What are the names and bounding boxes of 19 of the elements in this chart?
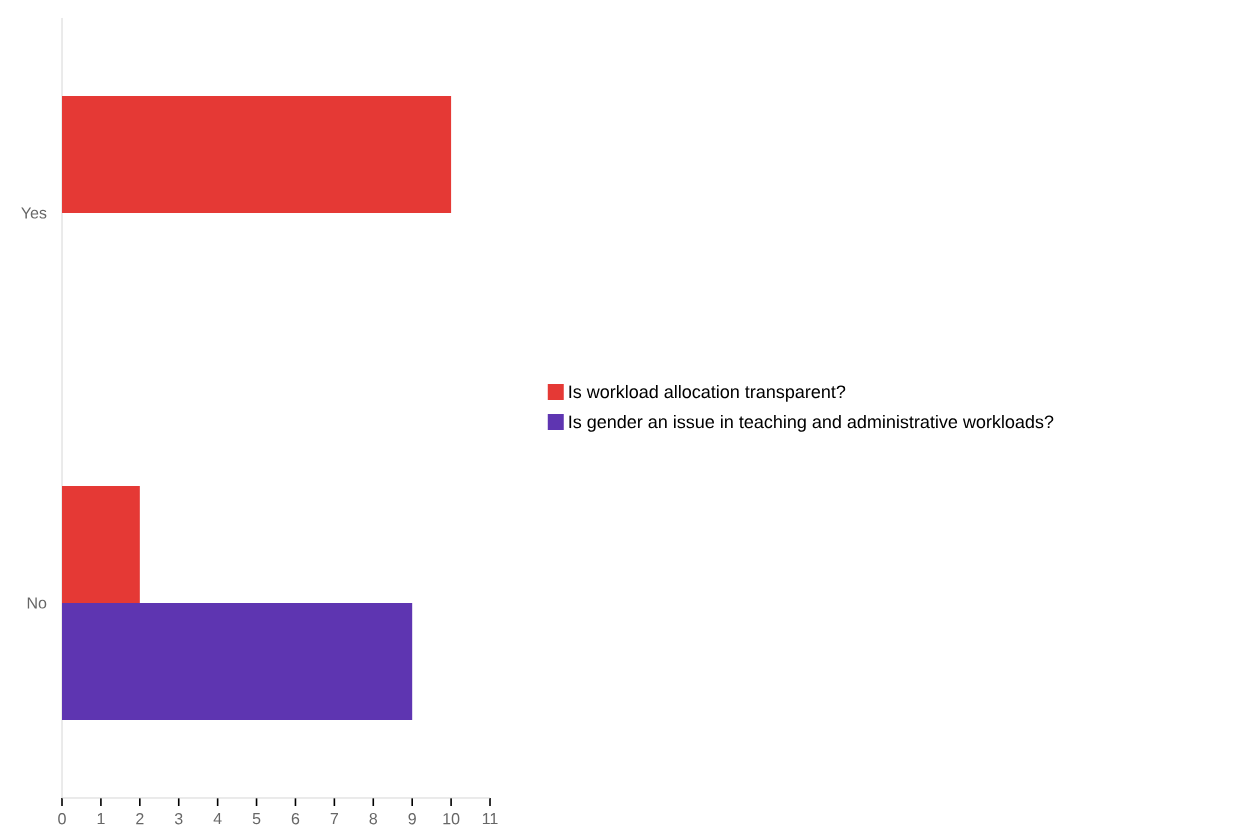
bar	[62, 486, 140, 603]
x-tick-label: 1	[97, 813, 105, 825]
x-tick-label: 4	[213, 813, 222, 825]
x-tick-label: 6	[291, 813, 300, 825]
x-tick-label: 11	[482, 813, 498, 825]
x-tick-label: 7	[330, 813, 339, 825]
x-tick-label: 10	[443, 813, 460, 825]
x-tick-label: 8	[369, 813, 378, 825]
bar	[62, 603, 413, 720]
x-tick-label: 0	[58, 813, 66, 825]
x-tick-label: 5	[252, 813, 261, 825]
y-tick-label: No	[27, 597, 47, 609]
legend-label: Is gender an issue in teaching and administrative workloads?	[569, 414, 1054, 432]
bar	[62, 96, 452, 213]
x-tick-label: 9	[408, 813, 416, 825]
legend-label: Is workload allocation transparent?	[569, 384, 846, 402]
x-tick-label: 3	[174, 813, 183, 825]
y-tick-label: Yes	[21, 207, 47, 219]
x-tick-label: 2	[136, 813, 144, 825]
